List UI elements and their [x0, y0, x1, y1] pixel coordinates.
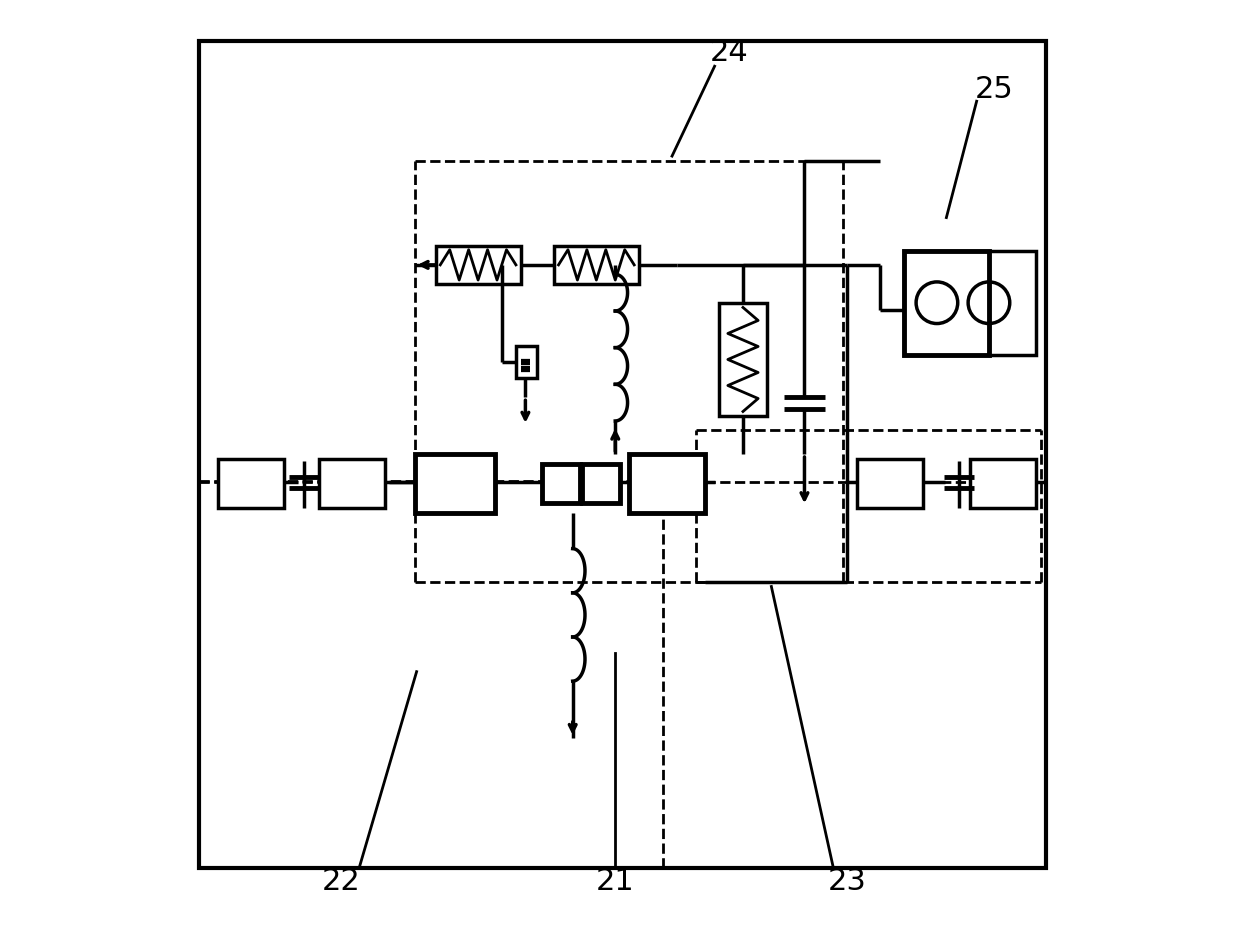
- Bar: [319, 459, 386, 508]
- Bar: [970, 459, 1037, 508]
- Bar: [218, 459, 284, 508]
- Bar: [542, 464, 580, 503]
- Bar: [630, 454, 706, 513]
- Bar: [904, 251, 990, 355]
- Bar: [857, 459, 923, 508]
- Text: 24: 24: [709, 38, 748, 66]
- Bar: [582, 464, 620, 503]
- Text: 23: 23: [827, 867, 867, 896]
- Text: 25: 25: [975, 76, 1013, 104]
- Bar: [554, 246, 639, 284]
- Bar: [200, 41, 1045, 868]
- Text: 21: 21: [596, 867, 635, 896]
- Text: 22: 22: [321, 867, 361, 896]
- Bar: [904, 251, 1037, 355]
- Bar: [719, 303, 766, 416]
- Bar: [435, 246, 521, 284]
- Bar: [414, 454, 495, 513]
- Bar: [516, 346, 537, 378]
